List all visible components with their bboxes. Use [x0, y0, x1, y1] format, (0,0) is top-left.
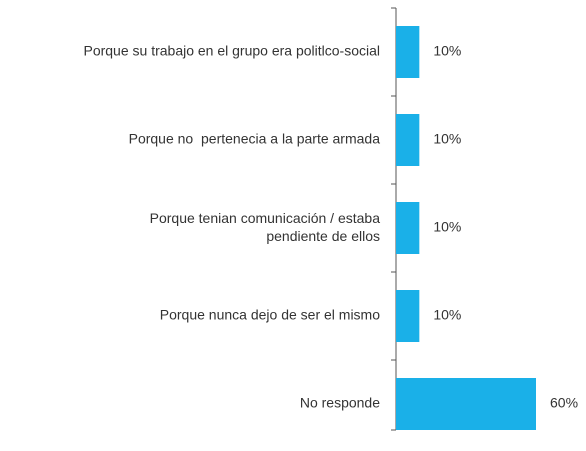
- category-label: No responde: [300, 395, 380, 411]
- bar: [396, 378, 536, 430]
- category-label: Porque su trabajo en el grupo era politl…: [83, 43, 380, 59]
- value-label: 10%: [433, 131, 461, 147]
- bar: [396, 202, 420, 254]
- category-label: Porque no pertenecia a la parte armada: [129, 131, 381, 147]
- bar: [396, 290, 420, 342]
- value-label: 10%: [433, 307, 461, 323]
- value-label: 10%: [433, 43, 461, 59]
- category-label: Porque nunca dejo de ser el mismo: [160, 307, 380, 323]
- category-label: Porque tenian comunicación / estaba pendi…: [150, 210, 381, 244]
- bar: [396, 114, 420, 166]
- value-label: 10%: [433, 219, 461, 235]
- bar: [396, 26, 420, 78]
- value-label: 60%: [550, 395, 578, 411]
